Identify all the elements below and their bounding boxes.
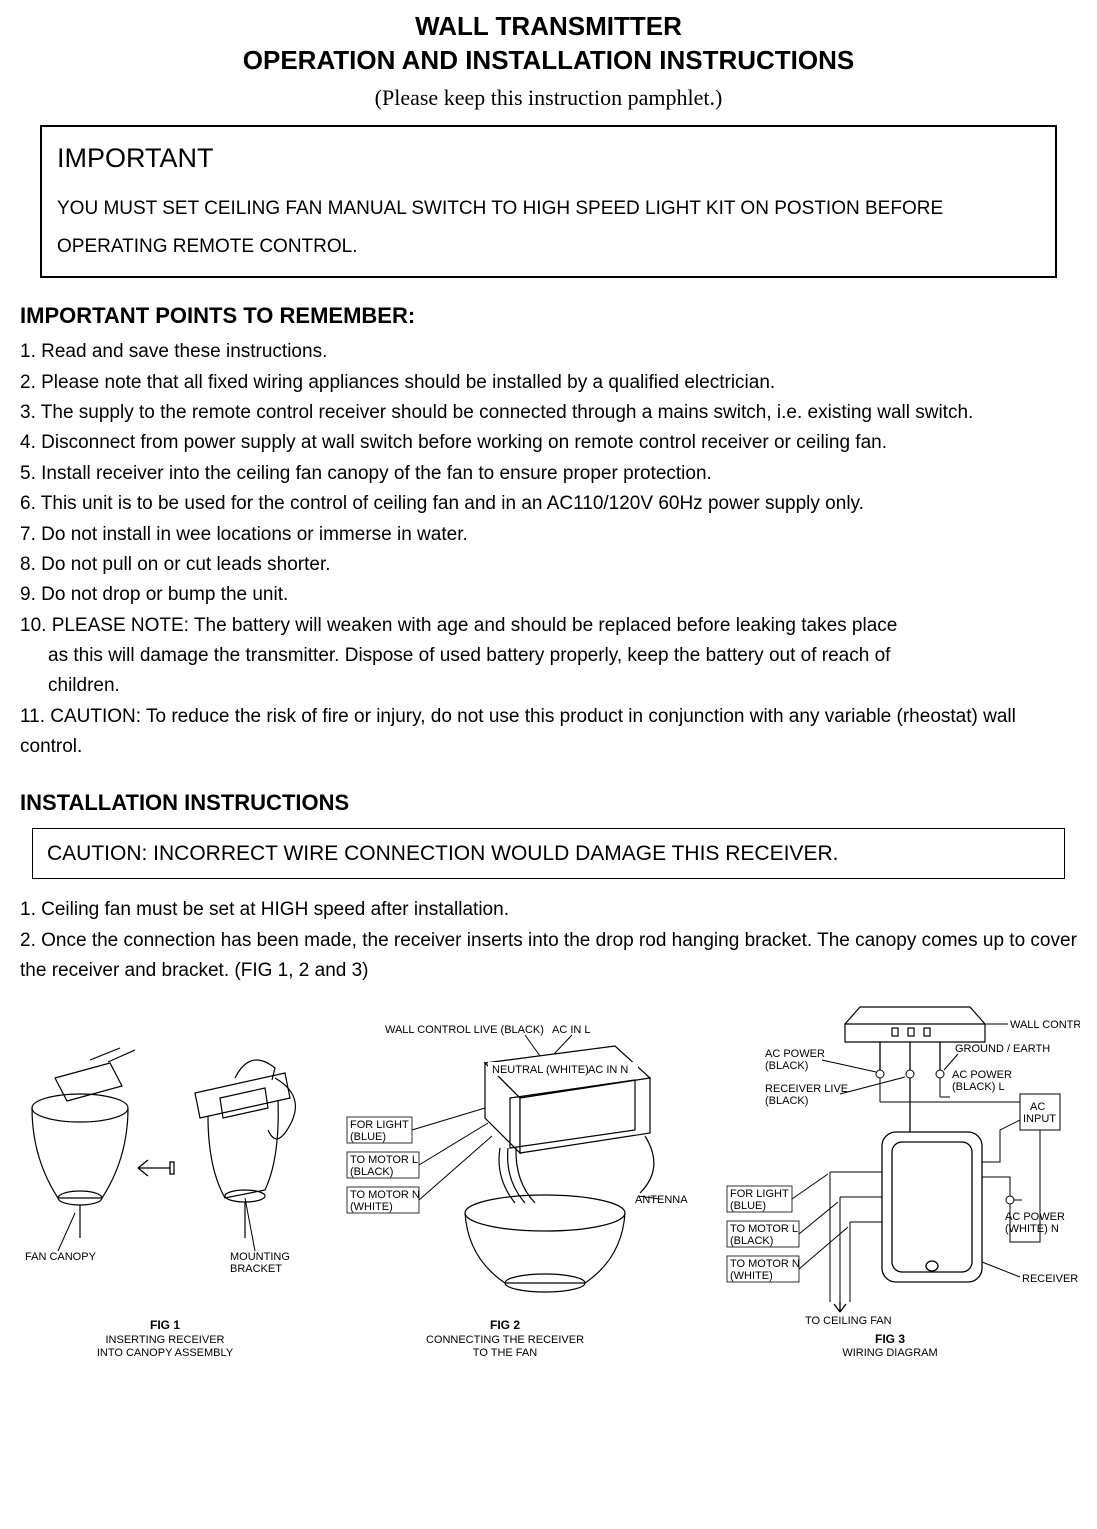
fig2-label-to-motor-n-l2: (WHITE) [350,1201,393,1213]
fig1-title: FIG 1 [150,1318,180,1332]
point-8: 8. Do not pull on or cut leads shorter. [20,550,1077,580]
fig3-label-receiver: RECEIVER [1022,1273,1078,1285]
fig2-canopy-icon [465,1148,625,1292]
figure-1: FAN CANOPY MOUNTING BRACKET [20,1038,310,1360]
caution-box: CAUTION: INCORRECT WIRE CONNECTION WOULD… [32,828,1065,880]
fig2-label-ac-in-l: AC IN L [552,1024,591,1036]
important-heading: IMPORTANT [57,137,1040,180]
fig3-label-ac-power-black-l1: AC POWER [765,1048,825,1060]
fig1-arrow-icon [138,1160,174,1176]
fig3-label-receiver-live-l2: (BLACK) [765,1095,808,1107]
fig2-label-to-motor-l-l1: TO MOTOR L [350,1154,418,1166]
fig3-label-to-ceiling-fan: TO CEILING FAN [805,1315,892,1327]
points-heading: IMPORTANT POINTS TO REMEMBER: [20,298,1077,333]
fig2-label-for-light-l1: FOR LIGHT [350,1119,409,1131]
point-4: 4. Disconnect from power supply at wall … [20,428,1077,458]
fig3-label-receiver-live-l1: RECEIVER LIVE [765,1083,848,1095]
fig3-label-ac-power-white-l2: (WHITE) N [1005,1223,1059,1235]
fig3-label-to-motor-n-l2: (WHITE) [730,1270,773,1282]
point-7: 7. Do not install in wee locations or im… [20,520,1077,550]
fig1-bracket-icon [195,1060,295,1238]
fig3-label-ground: GROUND / EARTH [955,1043,1050,1055]
fig3-title: FIG 3 [875,1332,905,1346]
doc-title-line2: OPERATION AND INSTALLATION INSTRUCTIONS [20,44,1077,78]
install-step-2: 2. Once the connection has been made, th… [20,926,1077,987]
figure-1-svg: FAN CANOPY MOUNTING BRACKET [20,1038,310,1318]
fig1-label-mounting-l1: MOUNTING [230,1251,290,1263]
install-step-1: 1. Ceiling fan must be set at HIGH speed… [20,895,1077,925]
point-10-l2: as this will damage the transmitter. Dis… [20,641,1077,671]
fig3-label-to-motor-n-l1: TO MOTOR N [730,1258,800,1270]
doc-title-line1: WALL TRANSMITTER [20,10,1077,44]
fig3-label-for-light-l1: FOR LIGHT [730,1188,789,1200]
fig3-label-ac-power-black-L-l1: AC POWER [952,1069,1012,1081]
fig1-caption-l1: INSERTING RECEIVER [20,1334,310,1347]
fig2-caption-l2: TO THE FAN [320,1347,690,1360]
fig2-label-for-light-l2: (BLUE) [350,1131,386,1143]
fig3-caption: WIRING DIAGRAM [700,1347,1080,1360]
point-2: 2. Please note that all fixed wiring app… [20,368,1077,398]
doc-subtitle: (Please keep this instruction pamphlet.) [20,80,1077,115]
fig1-canopy-icon [32,1048,135,1238]
point-6: 6. This unit is to be used for the contr… [20,489,1077,519]
figures-row: FAN CANOPY MOUNTING BRACKET [20,1002,1077,1360]
fig1-caption-l2: INTO CANOPY ASSEMBLY [20,1347,310,1360]
install-heading: INSTALLATION INSTRUCTIONS [20,785,1077,820]
fig1-label-fan-canopy: FAN CANOPY [25,1251,97,1263]
fig1-label-mounting-l2: BRACKET [230,1263,282,1275]
fig2-label-antenna: ANTENNA [635,1194,688,1206]
fig3-label-wall-control: WALL CONTROL [1010,1019,1080,1031]
point-5: 5. Install receiver into the ceiling fan… [20,459,1077,489]
fig3-label-ac-power-black-l2: (BLACK) [765,1060,808,1072]
fig2-caption-l1: CONNECTING THE RECEIVER [320,1334,690,1347]
figure-3-svg: WALL CONTROL AC POWER (BLACK) RECEIVER L… [700,1002,1080,1332]
fig3-label-for-light-l2: (BLUE) [730,1200,766,1212]
svg-text:AC IN N: AC IN N [588,1064,628,1076]
figure-3: WALL CONTROL AC POWER (BLACK) RECEIVER L… [700,1002,1080,1360]
point-11: 11. CAUTION: To reduce the risk of fire … [20,702,1077,763]
fig3-label-ac-input-l2: INPUT [1023,1113,1056,1125]
fig2-label-to-motor-l-l2: (BLACK) [350,1166,393,1178]
figure-2-svg: WALL CONTROL LIVE (BLACK) AC IN L NEUTRA… [320,1008,690,1318]
point-1: 1. Read and save these instructions. [20,337,1077,367]
fig3-label-ac-input-l1: AC [1030,1101,1045,1113]
fig3-receiver-icon [882,1132,982,1282]
fig2-label-to-motor-n-l1: TO MOTOR N [350,1189,420,1201]
svg-text:NEUTRAL (WHITE): NEUTRAL (WHITE) [492,1064,589,1076]
figure-2: WALL CONTROL LIVE (BLACK) AC IN L NEUTRA… [320,1008,690,1360]
point-10-l3: children. [20,671,1077,701]
important-box: IMPORTANT YOU MUST SET CEILING FAN MANUA… [40,125,1057,278]
point-3: 3. The supply to the remote control rece… [20,398,1077,428]
fig2-label-wall-ctrl-live: WALL CONTROL LIVE (BLACK) [385,1024,544,1036]
fig3-label-to-motor-l-l1: TO MOTOR L [730,1223,798,1235]
point-9: 9. Do not drop or bump the unit. [20,580,1077,610]
fig3-label-ac-power-black-L-l2: (BLACK) L [952,1081,1005,1093]
fig2-title: FIG 2 [490,1318,520,1332]
fig3-label-to-motor-l-l2: (BLACK) [730,1235,773,1247]
fig3-label-ac-power-white-l1: AC POWER [1005,1211,1065,1223]
fig3-wall-control-icon [845,1007,985,1042]
point-10-l1: 10. PLEASE NOTE: The battery will weaken… [20,611,1077,641]
important-body: YOU MUST SET CEILING FAN MANUAL SWITCH T… [57,190,1040,266]
